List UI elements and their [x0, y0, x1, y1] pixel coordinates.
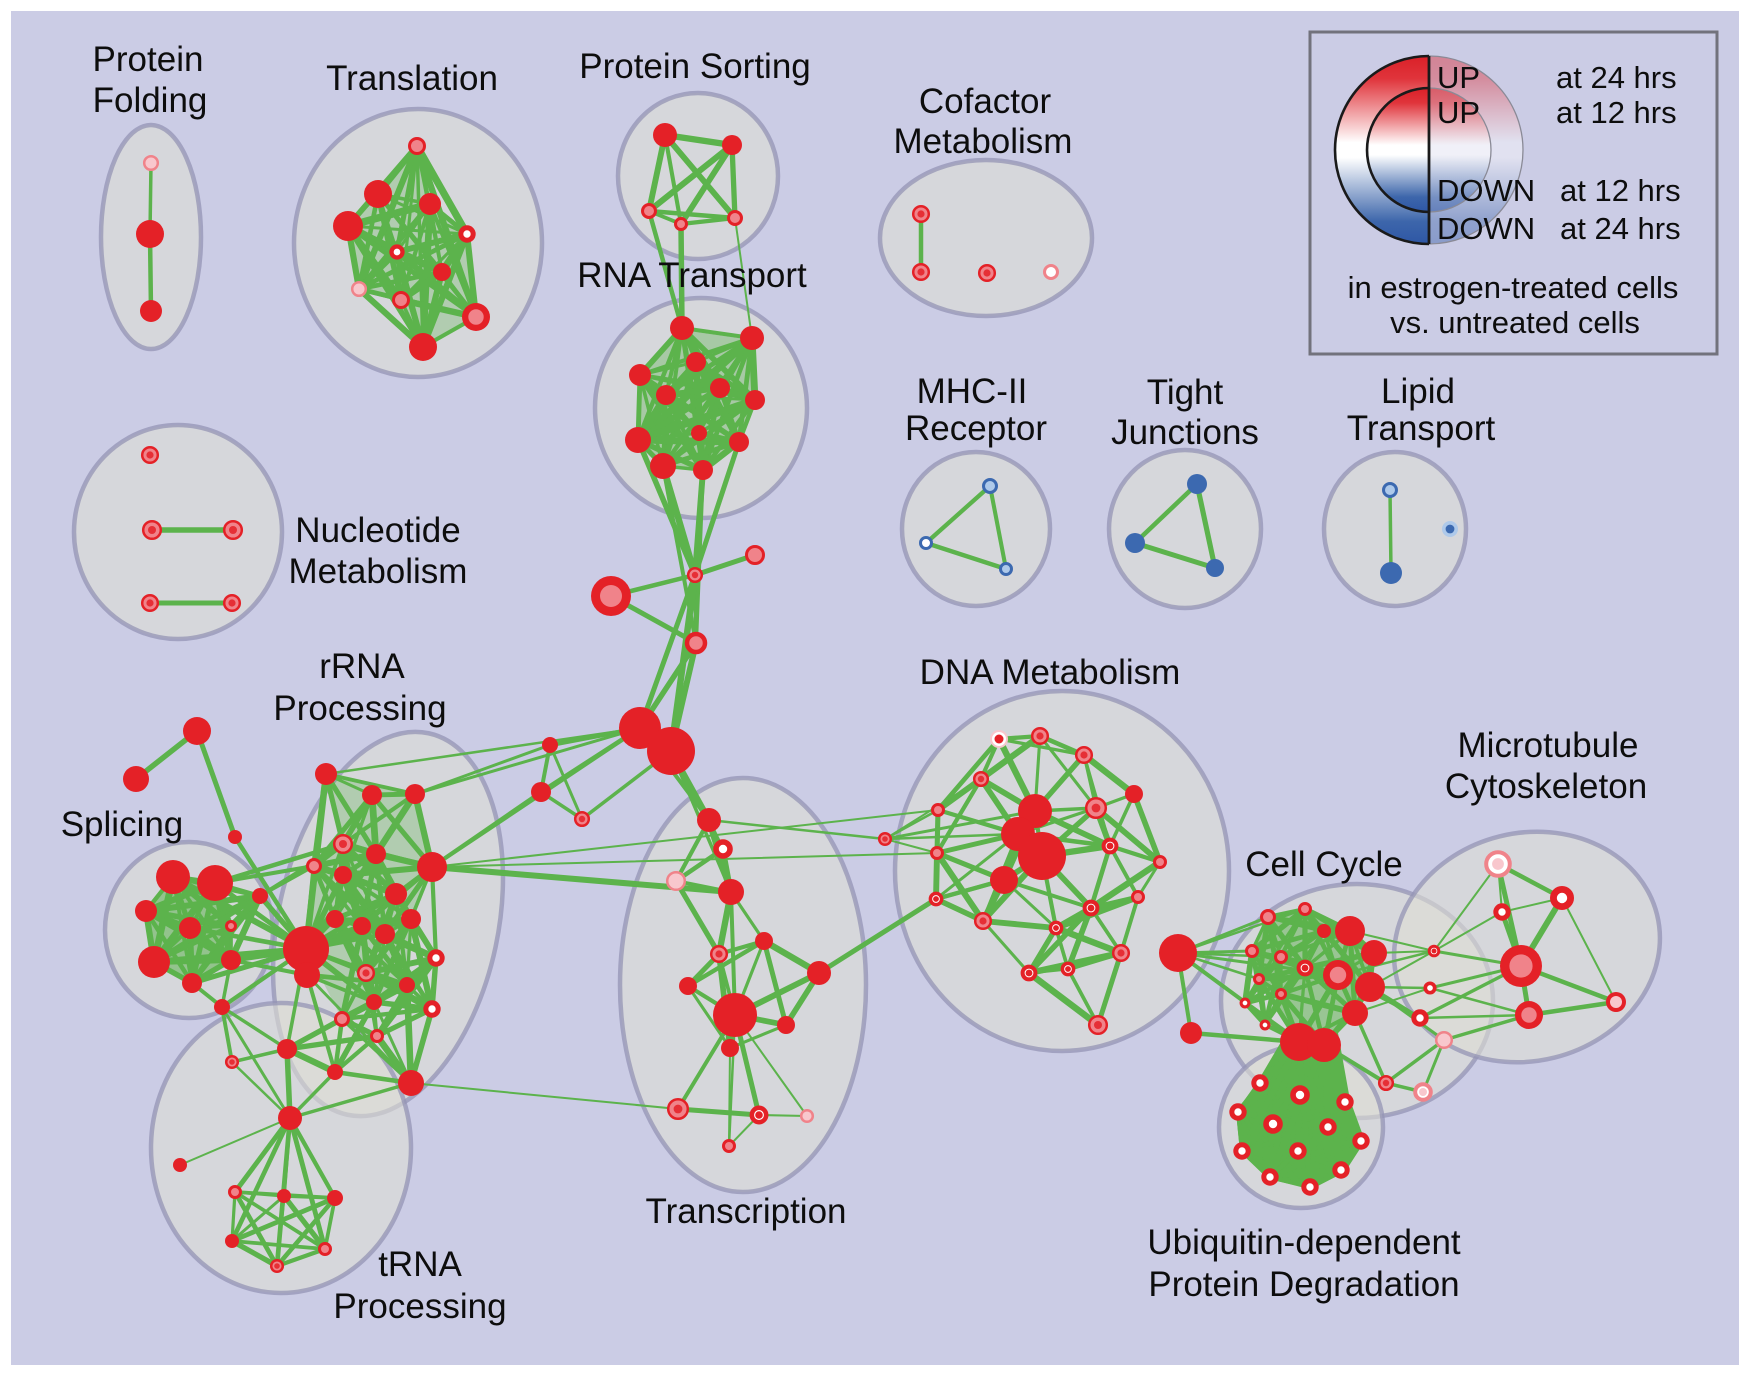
svg-text:Metabolism: Metabolism [289, 552, 468, 591]
svg-text:Folding: Folding [93, 81, 208, 120]
svg-text:at 24 hrs: at 24 hrs [1560, 211, 1681, 246]
svg-text:Processing: Processing [333, 1287, 506, 1326]
svg-text:Transport: Transport [1347, 409, 1496, 448]
svg-text:DNA Metabolism: DNA Metabolism [920, 653, 1181, 692]
svg-text:Receptor: Receptor [905, 409, 1047, 448]
svg-text:at 12 hrs: at 12 hrs [1560, 173, 1681, 208]
svg-text:UP: UP [1437, 60, 1480, 95]
svg-text:Tight: Tight [1147, 373, 1224, 412]
svg-text:in estrogen-treated cells: in estrogen-treated cells [1348, 270, 1679, 305]
svg-text:Lipid: Lipid [1381, 372, 1455, 411]
svg-text:Cell Cycle: Cell Cycle [1245, 845, 1403, 884]
svg-text:rRNA: rRNA [319, 647, 405, 686]
svg-text:Nucleotide: Nucleotide [295, 511, 460, 550]
svg-text:Protein Degradation: Protein Degradation [1148, 1265, 1459, 1304]
svg-text:Cytoskeleton: Cytoskeleton [1445, 767, 1647, 806]
svg-text:Protein Sorting: Protein Sorting [579, 47, 811, 86]
svg-text:Protein: Protein [93, 40, 204, 79]
svg-text:Translation: Translation [326, 59, 498, 98]
svg-text:DOWN: DOWN [1437, 211, 1535, 246]
svg-text:Metabolism: Metabolism [894, 122, 1073, 161]
svg-text:at 24 hrs: at 24 hrs [1556, 60, 1677, 95]
svg-text:RNA Transport: RNA Transport [577, 256, 807, 295]
svg-text:tRNA: tRNA [378, 1245, 462, 1284]
svg-text:DOWN: DOWN [1437, 173, 1535, 208]
svg-text:Processing: Processing [273, 689, 446, 728]
svg-text:MHC-II: MHC-II [917, 372, 1028, 411]
svg-text:vs. untreated cells: vs. untreated cells [1390, 305, 1640, 340]
svg-text:Junctions: Junctions [1111, 413, 1259, 452]
svg-text:UP: UP [1437, 95, 1480, 130]
svg-text:at 12 hrs: at 12 hrs [1556, 95, 1677, 130]
svg-text:Cofactor: Cofactor [919, 82, 1052, 121]
svg-text:Microtubule: Microtubule [1458, 726, 1639, 765]
svg-text:Ubiquitin-dependent: Ubiquitin-dependent [1147, 1223, 1461, 1262]
svg-text:Transcription: Transcription [646, 1192, 847, 1231]
svg-text:Splicing: Splicing [61, 805, 184, 844]
